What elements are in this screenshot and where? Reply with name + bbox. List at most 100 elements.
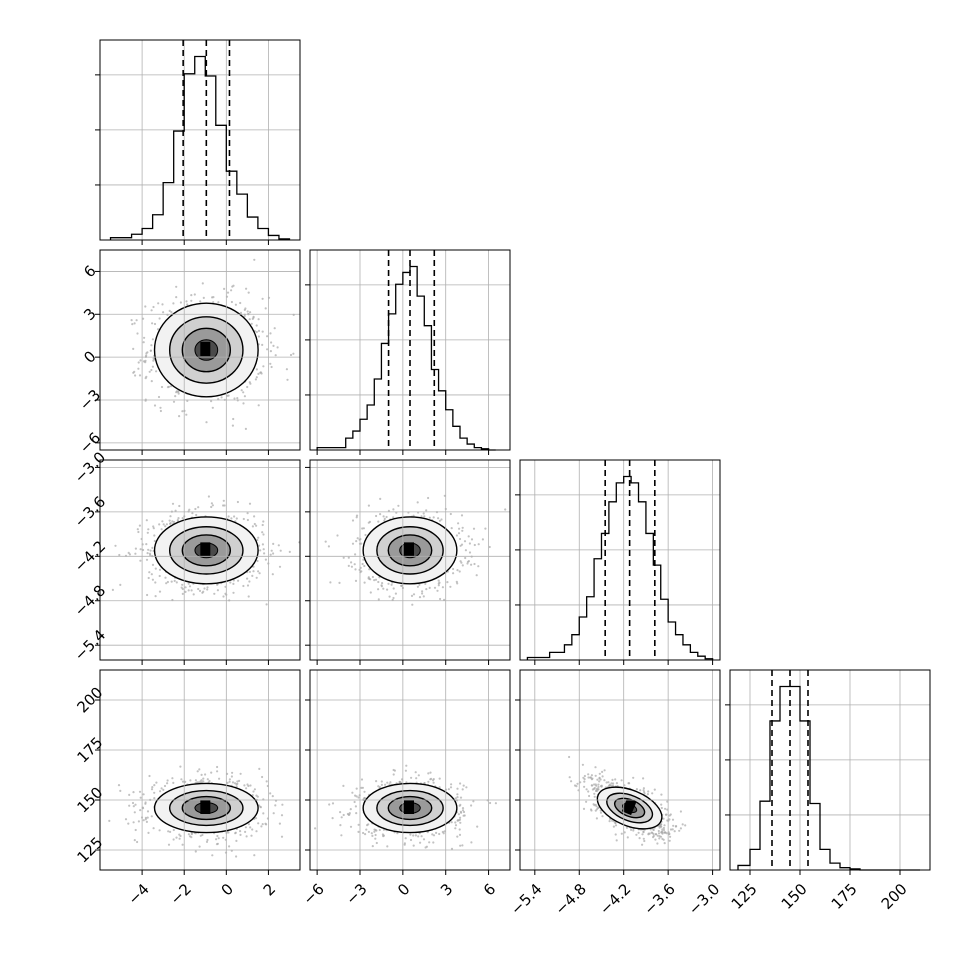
scatter-point <box>614 824 618 827</box>
scatter-point <box>239 311 243 314</box>
scatter-point <box>392 596 395 600</box>
scatter-point <box>216 834 219 838</box>
panel-content <box>568 755 687 846</box>
scatter-point <box>135 319 138 322</box>
scatter-point <box>169 522 172 525</box>
scatter-point <box>354 568 357 571</box>
scatter-point <box>169 515 172 518</box>
scatter-point <box>271 573 274 576</box>
scatter-point <box>456 835 459 838</box>
scatter-point <box>377 588 380 591</box>
scatter-point <box>253 522 256 526</box>
scatter-point <box>193 293 196 296</box>
scatter-point <box>274 804 277 807</box>
scatter-point <box>222 836 225 839</box>
scatter-point <box>262 533 265 536</box>
scatter-point <box>150 788 154 791</box>
scatter-point <box>456 569 459 572</box>
histogram-panel-3 <box>725 669 931 871</box>
scatter-point <box>472 527 476 530</box>
panel-frame <box>99 669 301 871</box>
scatter-point <box>130 319 133 322</box>
scatter-point <box>257 335 260 338</box>
scatter-point <box>206 586 209 589</box>
scatter-point <box>457 532 461 535</box>
scatter-point <box>342 556 345 559</box>
scatter-point <box>136 332 139 335</box>
scatter-point <box>470 538 474 541</box>
scatter-point <box>324 540 327 543</box>
scatter-point <box>111 588 114 592</box>
scatter-point <box>149 349 152 352</box>
scatter-point <box>363 564 366 568</box>
scatter-point <box>438 581 441 584</box>
scatter-point <box>205 840 209 844</box>
scatter-point <box>181 410 184 413</box>
scatter-point <box>360 786 363 790</box>
scatter-point <box>461 564 464 567</box>
scatter-point <box>154 581 157 584</box>
scatter-point <box>249 311 252 314</box>
scatter-point <box>280 814 284 817</box>
scatter-point <box>181 587 184 591</box>
scatter-point <box>397 504 400 507</box>
scatter-point <box>157 395 161 399</box>
scatter-point <box>163 784 167 788</box>
scatter-point <box>643 792 646 795</box>
scatter-point <box>147 548 150 551</box>
scatter-point <box>425 509 428 512</box>
scatter-point <box>175 391 178 394</box>
scatter-point <box>389 781 392 784</box>
scatter-point <box>404 769 407 772</box>
scatter-point <box>153 784 156 787</box>
scatter-point <box>251 828 254 831</box>
scatter-point <box>390 583 393 586</box>
scatter-point <box>146 552 149 555</box>
scatter-point <box>145 558 149 561</box>
scatter-point <box>235 839 238 843</box>
scatter-point <box>139 548 142 551</box>
panel-frame <box>309 249 511 451</box>
scatter-point <box>180 778 183 781</box>
scatter-point <box>128 553 131 556</box>
scatter-point <box>177 391 180 394</box>
panel-content <box>130 258 295 430</box>
scatter-point <box>421 590 424 593</box>
scatter-point <box>431 833 434 836</box>
x-tick-label: −4 <box>124 880 152 908</box>
scatter-point <box>201 282 204 285</box>
scatter-point <box>162 311 165 314</box>
scatter-point <box>457 522 460 525</box>
scatter-point <box>368 520 371 524</box>
scatter-point <box>246 783 249 786</box>
scatter-point <box>147 831 150 835</box>
scatter-point <box>470 563 473 566</box>
scatter-point <box>400 584 403 587</box>
scatter-point <box>259 806 262 809</box>
scatter-point <box>142 360 146 363</box>
scatter-point <box>286 378 289 381</box>
scatter-point <box>461 809 465 812</box>
scatter-point <box>218 777 221 780</box>
scatter-point <box>364 533 367 537</box>
scatter-point <box>253 515 256 518</box>
scatter-point <box>626 836 629 839</box>
scatter-point <box>232 417 235 421</box>
x-tick-label: −2 <box>167 880 195 908</box>
scatter-point <box>379 513 382 516</box>
scatter-point <box>158 317 161 320</box>
scatter-point <box>178 833 181 836</box>
scatter-point <box>432 834 436 837</box>
scatter-point <box>158 829 161 832</box>
scatter-point <box>435 831 438 835</box>
scatter-point <box>392 508 395 511</box>
scatter-point <box>144 377 147 380</box>
panel-frame <box>99 249 301 451</box>
scatter-point <box>189 779 192 782</box>
panel-frame <box>519 459 721 661</box>
scatter-point <box>117 784 121 787</box>
scatter-point <box>369 591 372 594</box>
scatter-point <box>173 520 176 524</box>
scatter-point <box>168 309 171 312</box>
scatter-point <box>285 368 288 371</box>
